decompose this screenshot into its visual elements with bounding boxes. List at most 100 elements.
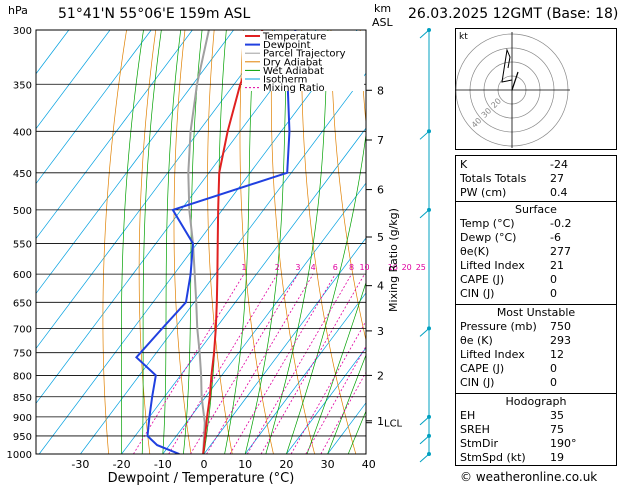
pressure-tick-label: 500 <box>13 206 32 217</box>
temperature-tick-label: 0 <box>201 458 208 471</box>
km-label: km <box>374 2 392 15</box>
unstable-key: Pressure (mb) <box>460 320 537 333</box>
plot-frame <box>35 29 367 455</box>
hodograph-unit-label: kt <box>459 32 468 42</box>
km-tick-label: 5 <box>377 231 384 244</box>
pressure-tick-label: 450 <box>13 169 32 180</box>
mixing-ratio-label: 8 <box>349 263 354 272</box>
isotherm-line <box>162 182 366 454</box>
pressure-tick-label: 400 <box>13 127 32 138</box>
index-row-tt: Totals Totals 27 <box>460 172 612 186</box>
mixing-ratio-label: 25 <box>416 263 426 272</box>
pressure-tick-label: 700 <box>13 324 32 335</box>
temperature-tick-label: -10 <box>154 458 172 471</box>
unstable-key: θe (K) <box>460 334 493 347</box>
pressure-tick-label: 650 <box>13 298 32 309</box>
hodograph-key: SREH <box>460 423 490 436</box>
surface-value: -6 <box>550 231 561 244</box>
surface-row: CAPE (J) 0 <box>460 273 612 287</box>
temperature-line <box>202 30 264 454</box>
legend-background <box>242 31 364 91</box>
pressure-tick-label: 800 <box>13 371 32 382</box>
unstable-box-top <box>456 304 616 305</box>
index-value: 0.4 <box>550 186 568 199</box>
isotherm-line <box>36 30 193 240</box>
wind-barb <box>419 416 430 426</box>
hodograph-row: SREH 75 <box>460 423 612 437</box>
unstable-row: θe (K) 293 <box>460 334 612 348</box>
mixing-ratio-line <box>229 273 336 454</box>
indices-panel: K -24 Totals Totals 27 PW (cm) 0.4 Surface … <box>455 155 617 466</box>
km-tick-label: 1 <box>377 415 384 428</box>
wind-barb <box>419 435 430 445</box>
surface-row: θe(K) 277 <box>460 245 612 259</box>
isotherm-line <box>38 30 358 454</box>
legend-entry: Mixing Ratio <box>263 83 325 94</box>
mixing-ratio-label: 4 <box>311 263 316 272</box>
surface-key: Dewp (°C) <box>460 231 517 244</box>
hodograph-box-top <box>456 393 616 394</box>
isotherm-line <box>36 30 317 404</box>
temperature-tick-label: -30 <box>71 458 89 471</box>
unstable-key: Lifted Index <box>460 348 525 361</box>
unstable-row: CAPE (J) 0 <box>460 362 612 376</box>
hodograph-value: 75 <box>550 423 564 436</box>
lcl-label: LCL <box>384 419 403 430</box>
unstable-title: Most Unstable <box>496 306 576 319</box>
pressure-tick-label: 850 <box>13 393 32 404</box>
unstable-value: 750 <box>550 320 571 333</box>
mixing-ratio-label: 3 <box>295 263 300 272</box>
surface-row: Temp (°C) -0.2 <box>460 217 612 231</box>
surface-row: Lifted Index 21 <box>460 259 612 273</box>
mixing-ratio-axis-label: Mixing Ratio (g/kg) <box>387 208 400 312</box>
wind-barb <box>419 130 430 140</box>
storm-motion-arrow <box>511 71 519 91</box>
hodograph-value: 35 <box>550 409 564 422</box>
index-row-pw: PW (cm) 0.4 <box>460 186 612 200</box>
index-key: PW (cm) <box>460 186 507 199</box>
hodograph-table-title: Hodograph <box>505 395 567 408</box>
unstable-key: CAPE (J) <box>460 362 505 375</box>
wet-adiabat <box>327 353 366 454</box>
wet-adiabat <box>120 30 144 454</box>
surface-value: 21 <box>550 259 564 272</box>
legend-entry: Parcel Trajectory <box>263 49 346 60</box>
asl-label: ASL <box>372 16 393 29</box>
isotherm-line <box>36 30 234 295</box>
unstable-row: CIN (J) 0 <box>460 376 612 390</box>
wet-adiabat <box>306 281 366 454</box>
index-key: Totals Totals <box>460 172 527 185</box>
km-tick-label: 7 <box>377 134 384 147</box>
hodograph-key: StmSpd (kt) <box>460 451 526 464</box>
pressure-tick-label: 950 <box>13 432 32 443</box>
parcel-trajectory-line <box>187 30 210 454</box>
mixing-ratio-line <box>260 273 365 454</box>
isotherm-line <box>36 30 111 130</box>
surface-row: CIN (J) 0 <box>460 287 612 301</box>
pressure-tick-label: 300 <box>13 26 32 37</box>
hodograph-key: StmDir <box>460 437 499 450</box>
km-tick-label: 3 <box>377 325 384 338</box>
x-axis-label: Dewpoint / Temperature (°C) <box>108 471 295 486</box>
datetime-label: 26.03.2025 12GMT (Base: 18) <box>408 6 619 22</box>
surface-value: 277 <box>550 245 571 258</box>
mixing-ratio-label: 10 <box>359 263 369 272</box>
wind-barb <box>419 29 430 39</box>
surface-key: θe(K) <box>460 245 490 258</box>
temperature-tick-label: 20 <box>279 458 293 471</box>
temperature-tick-label: 40 <box>362 458 376 471</box>
unstable-key: CIN (J) <box>460 376 495 389</box>
hodograph-row: StmDir 190° <box>460 437 612 451</box>
legend-entry: Temperature <box>262 32 326 43</box>
isotherm-line <box>36 30 276 349</box>
pressure-tick-label: 900 <box>13 413 32 424</box>
surface-row: Dewp (°C) -6 <box>460 231 612 245</box>
surface-value: -0.2 <box>550 217 572 230</box>
surface-key: Lifted Index <box>460 259 525 272</box>
footer-credit[interactable]: © weatheronline.co.uk <box>460 470 598 484</box>
legend-entry: Dewpoint <box>263 40 311 51</box>
index-value: -24 <box>550 158 568 171</box>
hodograph-row: EH 35 <box>460 409 612 423</box>
